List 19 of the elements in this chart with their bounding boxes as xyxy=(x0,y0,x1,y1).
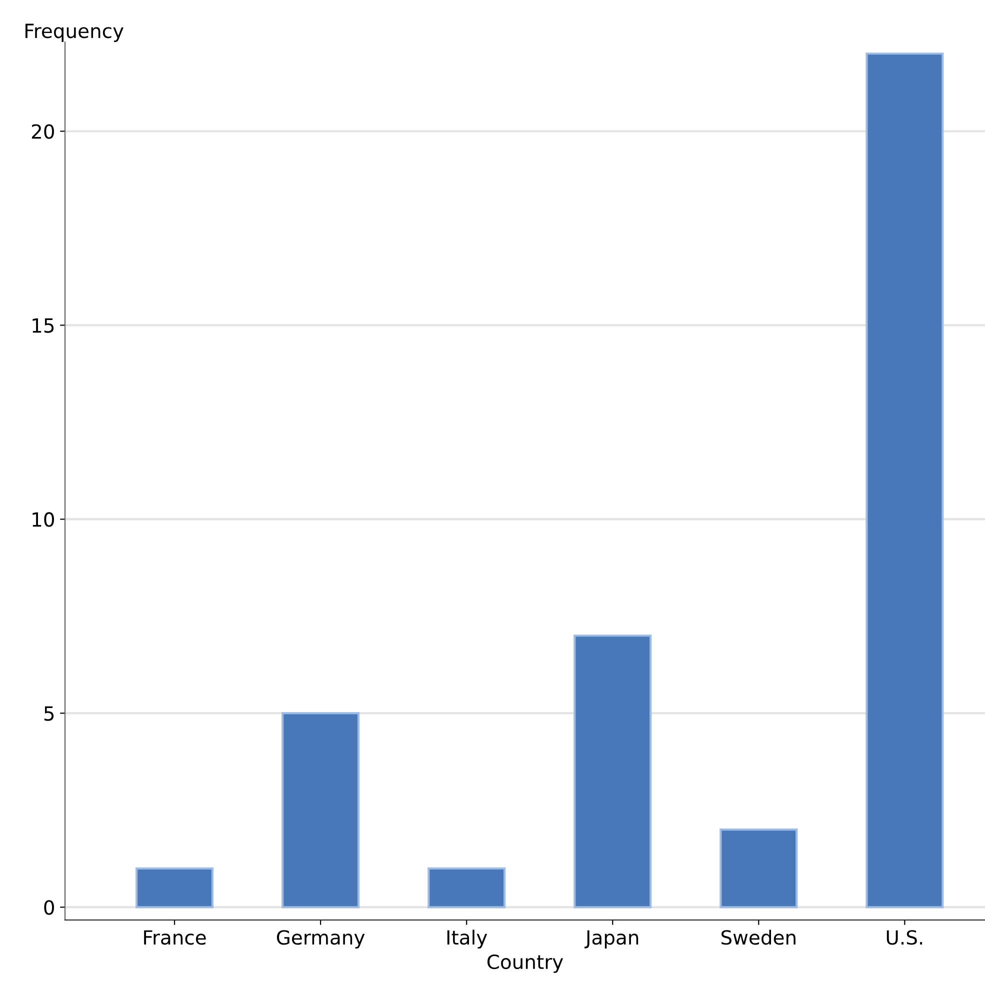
y-tick-label: 0 xyxy=(44,900,54,915)
x-tick-label: Germany xyxy=(276,930,365,949)
x-tick-label: Sweden xyxy=(722,930,796,945)
y-tick-label: 15 xyxy=(32,318,54,333)
x-tick-label: Japan xyxy=(584,930,638,949)
bar xyxy=(720,828,798,908)
x-axis-title: Country xyxy=(487,954,564,973)
bar xyxy=(866,52,944,908)
x-tick-label: France xyxy=(144,930,206,945)
y-tick-label: 20 xyxy=(32,124,54,139)
bar xyxy=(136,867,214,908)
bar xyxy=(574,634,652,908)
bar xyxy=(428,867,506,908)
x-tick-label: Italy xyxy=(447,930,488,949)
x-tick-label: U.S. xyxy=(886,930,922,945)
bar xyxy=(282,712,360,908)
y-tick-label: 10 xyxy=(32,512,54,527)
y-axis-title: Frequency xyxy=(26,24,124,42)
y-tick-label: 5 xyxy=(44,706,54,721)
